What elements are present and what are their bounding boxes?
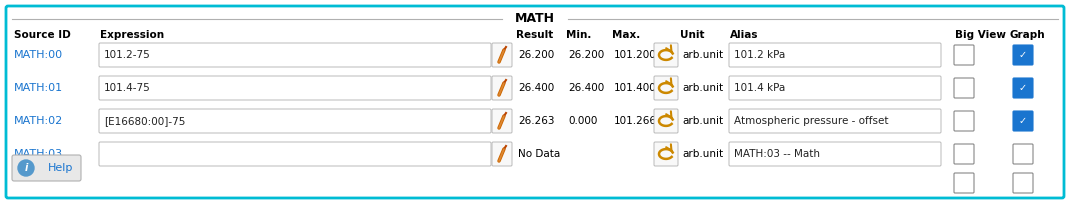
Text: 26.200: 26.200	[518, 50, 554, 60]
FancyBboxPatch shape	[654, 109, 678, 133]
Text: Result: Result	[516, 30, 553, 40]
Text: Expression: Expression	[100, 30, 164, 40]
Text: Max.: Max.	[612, 30, 640, 40]
Text: 101.266: 101.266	[614, 116, 657, 126]
FancyBboxPatch shape	[654, 142, 678, 166]
Text: 101.400: 101.400	[614, 83, 657, 93]
Text: Graph: Graph	[1010, 30, 1045, 40]
Text: arb.unit: arb.unit	[682, 83, 723, 93]
Text: MATH:03: MATH:03	[14, 149, 63, 159]
Text: 101.4 kPa: 101.4 kPa	[734, 83, 785, 93]
Text: i: i	[25, 163, 28, 173]
FancyBboxPatch shape	[100, 109, 491, 133]
Text: 0.000: 0.000	[568, 116, 597, 126]
Text: Help: Help	[48, 163, 74, 173]
Text: 26.400: 26.400	[518, 83, 554, 93]
FancyBboxPatch shape	[954, 173, 974, 193]
Circle shape	[18, 160, 34, 176]
FancyBboxPatch shape	[1013, 78, 1033, 98]
Text: Atmospheric pressure - offset: Atmospheric pressure - offset	[734, 116, 888, 126]
Text: ✓: ✓	[1019, 50, 1027, 60]
Text: No Data: No Data	[518, 149, 561, 159]
FancyBboxPatch shape	[729, 43, 941, 67]
FancyBboxPatch shape	[100, 142, 491, 166]
Text: MATH:03 -- Math: MATH:03 -- Math	[734, 149, 820, 159]
Text: 26.400: 26.400	[568, 83, 605, 93]
Text: MATH:00: MATH:00	[14, 50, 63, 60]
FancyBboxPatch shape	[12, 155, 81, 181]
FancyBboxPatch shape	[729, 76, 941, 100]
FancyBboxPatch shape	[492, 43, 513, 67]
Text: MATH:02: MATH:02	[14, 116, 63, 126]
Text: arb.unit: arb.unit	[682, 50, 723, 60]
Text: MATH:01: MATH:01	[14, 83, 63, 93]
FancyBboxPatch shape	[1013, 45, 1033, 65]
Text: 101.2 kPa: 101.2 kPa	[734, 50, 785, 60]
Text: ✓: ✓	[1019, 116, 1027, 126]
Text: 101.2-75: 101.2-75	[104, 50, 151, 60]
Text: Unit: Unit	[681, 30, 704, 40]
Text: [E16680:00]-75: [E16680:00]-75	[104, 116, 185, 126]
Text: ✓: ✓	[1019, 83, 1027, 93]
FancyBboxPatch shape	[492, 142, 513, 166]
FancyBboxPatch shape	[100, 43, 491, 67]
FancyBboxPatch shape	[654, 43, 678, 67]
Text: MATH: MATH	[515, 13, 555, 25]
Text: 101.4-75: 101.4-75	[104, 83, 151, 93]
FancyBboxPatch shape	[654, 76, 678, 100]
Text: Alias: Alias	[730, 30, 759, 40]
FancyBboxPatch shape	[492, 76, 513, 100]
FancyBboxPatch shape	[6, 6, 1064, 198]
FancyBboxPatch shape	[1013, 111, 1033, 131]
Text: Source ID: Source ID	[14, 30, 71, 40]
Text: 101.200: 101.200	[614, 50, 657, 60]
FancyBboxPatch shape	[954, 144, 974, 164]
Text: arb.unit: arb.unit	[682, 116, 723, 126]
FancyBboxPatch shape	[729, 109, 941, 133]
FancyBboxPatch shape	[954, 78, 974, 98]
FancyBboxPatch shape	[1013, 144, 1033, 164]
Text: Min.: Min.	[566, 30, 592, 40]
FancyBboxPatch shape	[492, 109, 513, 133]
Text: arb.unit: arb.unit	[682, 149, 723, 159]
Text: 26.263: 26.263	[518, 116, 554, 126]
FancyBboxPatch shape	[954, 111, 974, 131]
FancyBboxPatch shape	[954, 45, 974, 65]
Text: Big View: Big View	[956, 30, 1006, 40]
FancyBboxPatch shape	[729, 142, 941, 166]
Text: 26.200: 26.200	[568, 50, 605, 60]
FancyBboxPatch shape	[1013, 173, 1033, 193]
FancyBboxPatch shape	[100, 76, 491, 100]
